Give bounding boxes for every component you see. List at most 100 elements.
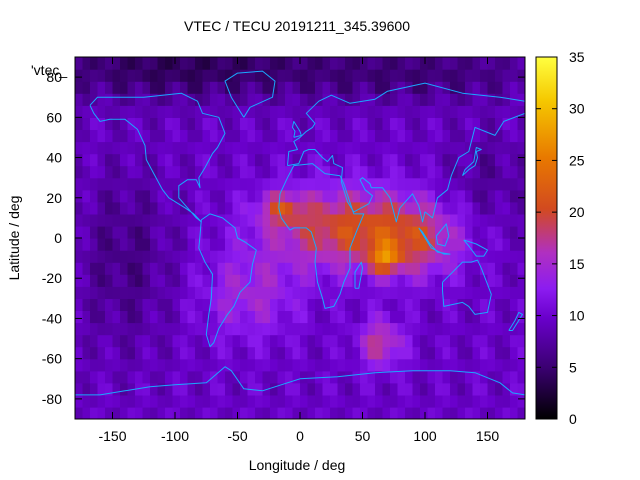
- heatmap-cell: [247, 322, 256, 336]
- heatmap-cell: [292, 250, 301, 263]
- heatmap-cell: [262, 322, 271, 336]
- heatmap-cell: [112, 346, 121, 360]
- heatmap-cell: [82, 93, 91, 106]
- heatmap-cell: [90, 81, 99, 94]
- heatmap-cell: [270, 238, 279, 251]
- heatmap-cell: [172, 117, 181, 130]
- heatmap-cell: [330, 274, 339, 287]
- heatmap-cell: [75, 225, 84, 239]
- heatmap-cell: [112, 129, 121, 143]
- heatmap-cell: [195, 322, 204, 336]
- heatmap-cell: [112, 81, 121, 94]
- heatmap-cell: [105, 129, 114, 143]
- heatmap-cell: [517, 69, 525, 82]
- heatmap-cell: [502, 69, 511, 82]
- heatmap-cell: [487, 93, 496, 106]
- heatmap-cell: [90, 189, 99, 203]
- heatmap-cell: [442, 201, 451, 215]
- heatmap-cell: [472, 81, 481, 94]
- heatmap-cell: [150, 129, 159, 143]
- heatmap-cell: [360, 274, 369, 287]
- heatmap-cell: [382, 262, 391, 275]
- heatmap-cell: [150, 201, 159, 215]
- x-axis-label: Longitude / deg: [249, 457, 346, 473]
- heatmap-cell: [487, 322, 496, 336]
- heatmap-cell: [307, 394, 316, 408]
- heatmap-cell: [142, 117, 151, 130]
- heatmap-cell: [157, 394, 166, 408]
- heatmap-cell: [495, 322, 504, 336]
- heatmap-cell: [240, 129, 249, 143]
- heatmap-cell: [495, 310, 504, 324]
- heatmap-cell: [427, 201, 436, 215]
- heatmap-cell: [472, 286, 481, 299]
- heatmap-cell: [337, 225, 346, 239]
- heatmap-cell: [195, 69, 204, 82]
- heatmap-cell: [450, 105, 459, 118]
- heatmap-cell: [232, 105, 241, 118]
- heatmap-cell: [187, 286, 196, 299]
- heatmap-cell: [450, 262, 459, 275]
- heatmap-cell: [330, 250, 339, 263]
- heatmap-cell: [495, 105, 504, 118]
- heatmap-cell: [502, 406, 511, 419]
- heatmap-cell: [405, 370, 414, 384]
- heatmap-cell: [255, 117, 264, 130]
- y-tick-label: 40: [46, 150, 62, 166]
- heatmap-cell: [360, 201, 369, 215]
- heatmap-cell: [360, 177, 369, 191]
- heatmap-cell: [510, 298, 519, 311]
- heatmap-cell: [255, 370, 264, 384]
- heatmap-cell: [105, 370, 114, 384]
- heatmap-cell: [502, 201, 511, 215]
- heatmap-cell: [510, 117, 519, 130]
- heatmap-cell: [142, 225, 151, 239]
- heatmap-cell: [435, 201, 444, 215]
- heatmap-cell: [292, 370, 301, 384]
- heatmap-cell: [375, 201, 384, 215]
- heatmap-cell: [345, 358, 354, 372]
- heatmap-cell: [397, 57, 406, 70]
- heatmap-cell: [180, 213, 189, 227]
- heatmap-cell: [345, 153, 354, 167]
- heatmap-cell: [487, 141, 496, 155]
- heatmap-cell: [240, 250, 249, 263]
- heatmap-cell: [112, 117, 121, 130]
- heatmap-cell: [487, 57, 496, 70]
- heatmap-cell: [345, 201, 354, 215]
- heatmap-cell: [285, 370, 294, 384]
- heatmap-cell: [262, 406, 271, 419]
- heatmap-cell: [375, 346, 384, 360]
- chart-title: VTEC / TECU 20191211_345.39600: [184, 18, 410, 34]
- heatmap-cell: [90, 238, 99, 251]
- heatmap-cell: [180, 225, 189, 239]
- heatmap-cell: [270, 322, 279, 336]
- heatmap-cell: [420, 57, 429, 70]
- heatmap-cell: [270, 274, 279, 287]
- heatmap-cell: [292, 105, 301, 118]
- heatmap-cell: [375, 370, 384, 384]
- heatmap-cell: [352, 262, 361, 275]
- heatmap-cell: [135, 57, 144, 70]
- heatmap-cell: [210, 286, 219, 299]
- heatmap-cell: [345, 382, 354, 396]
- heatmap-cell: [240, 322, 249, 336]
- heatmap-cell: [172, 81, 181, 94]
- heatmap-cell: [495, 153, 504, 167]
- heatmap-cell: [270, 177, 279, 191]
- heatmap-cell: [195, 93, 204, 106]
- heatmap-cell: [127, 286, 136, 299]
- heatmap-cell: [472, 177, 481, 191]
- heatmap-cell: [270, 141, 279, 155]
- heatmap-cell: [412, 382, 421, 396]
- heatmap-cell: [487, 153, 496, 167]
- heatmap-cell: [82, 406, 91, 419]
- heatmap-cell: [112, 382, 121, 396]
- heatmap-cell: [315, 93, 324, 106]
- heatmap-cell: [315, 57, 324, 70]
- heatmap-cell: [150, 141, 159, 155]
- heatmap-cell: [300, 238, 309, 251]
- heatmap-cell: [382, 274, 391, 287]
- heatmap-cell: [285, 201, 294, 215]
- heatmap-cell: [97, 310, 106, 324]
